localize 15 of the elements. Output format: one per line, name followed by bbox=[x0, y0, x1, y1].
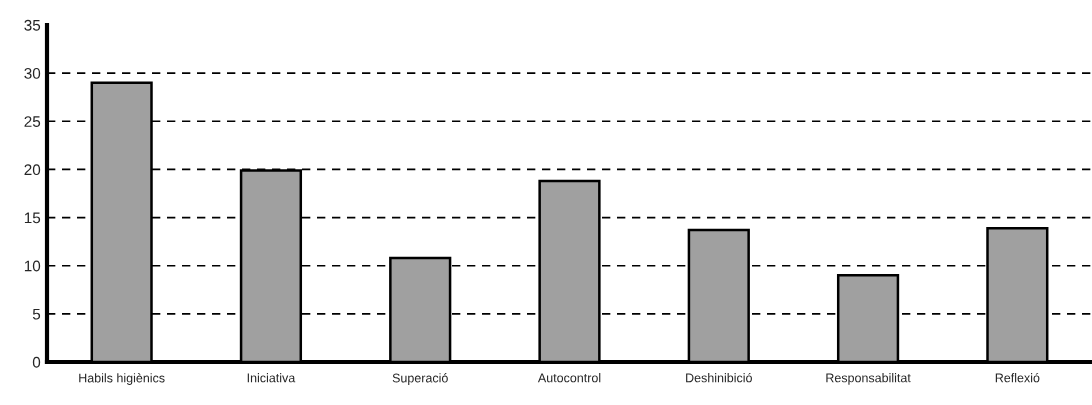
x-tick-label: Superació bbox=[392, 373, 448, 385]
y-tick-label: 10 bbox=[24, 260, 41, 272]
y-tick-label: 30 bbox=[24, 68, 41, 79]
x-tick-label: Responsabilitat bbox=[826, 373, 911, 385]
y-tick-label: 25 bbox=[24, 116, 41, 127]
x-tick-label: Reflexió bbox=[995, 372, 1040, 383]
y-tick-label: 0 bbox=[32, 356, 41, 368]
x-tick-label: Deshinibició bbox=[686, 372, 752, 383]
x-tick-label: Iniciativa bbox=[247, 373, 296, 383]
x-tick-label: Autocontrol bbox=[537, 373, 601, 383]
x-tick-label: Habils higiènics bbox=[79, 373, 165, 385]
y-tick-label: 35 bbox=[24, 19, 41, 31]
y-tick-label: 20 bbox=[24, 164, 41, 176]
y-tick-label: 5 bbox=[32, 308, 41, 320]
y-tick-label: 15 bbox=[24, 212, 41, 224]
